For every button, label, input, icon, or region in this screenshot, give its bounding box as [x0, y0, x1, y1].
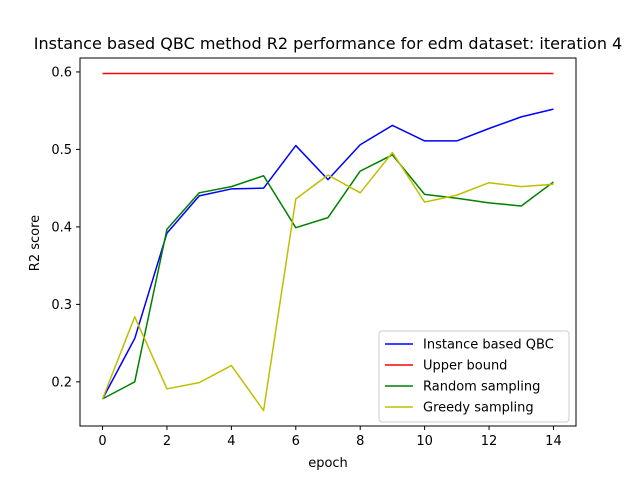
y-tick-label: 0.3 [51, 298, 72, 313]
chart-title: Instance based QBC method R2 performance… [34, 34, 622, 53]
series-layer [101, 72, 554, 412]
x-axis: 0 2 4 6 8 10 12 14 [98, 426, 562, 449]
x-tick-label: 6 [292, 434, 300, 449]
x-tick-label: 4 [227, 434, 235, 449]
legend: Instance based QBC Upper bound Random samp… [378, 330, 570, 423]
x-tick-label: 12 [481, 434, 498, 449]
legend-label-upper-bound: Upper bound [423, 359, 507, 374]
y-axis-label: R2 score [28, 215, 43, 271]
series-line-random-sampling [102, 154, 554, 400]
y-tick-label: 0.4 [51, 220, 72, 235]
y-tick-label: 0.2 [51, 375, 72, 390]
y-axis: 0.2 0.3 0.4 0.5 0.6 [51, 65, 80, 390]
y-tick-label: 0.5 [51, 143, 72, 158]
legend-label-random-sampling: Random sampling [423, 380, 540, 395]
series-line-greedy-sampling [101, 151, 554, 412]
x-tick-label: 8 [356, 434, 364, 449]
legend-box [378, 330, 570, 423]
x-tick-label: 10 [416, 434, 433, 449]
x-tick-label: 2 [163, 434, 171, 449]
axes-frame [79, 57, 577, 427]
series-line-instance-based-qbc [101, 108, 554, 400]
x-axis-label: epoch [308, 456, 348, 471]
y-tick-label: 0.6 [51, 65, 72, 80]
legend-label-greedy-sampling: Greedy sampling [423, 401, 534, 416]
x-tick-label: 14 [545, 434, 562, 449]
x-tick-label: 0 [98, 434, 106, 449]
legend-label-instance-based-qbc: Instance based QBC [423, 338, 554, 353]
